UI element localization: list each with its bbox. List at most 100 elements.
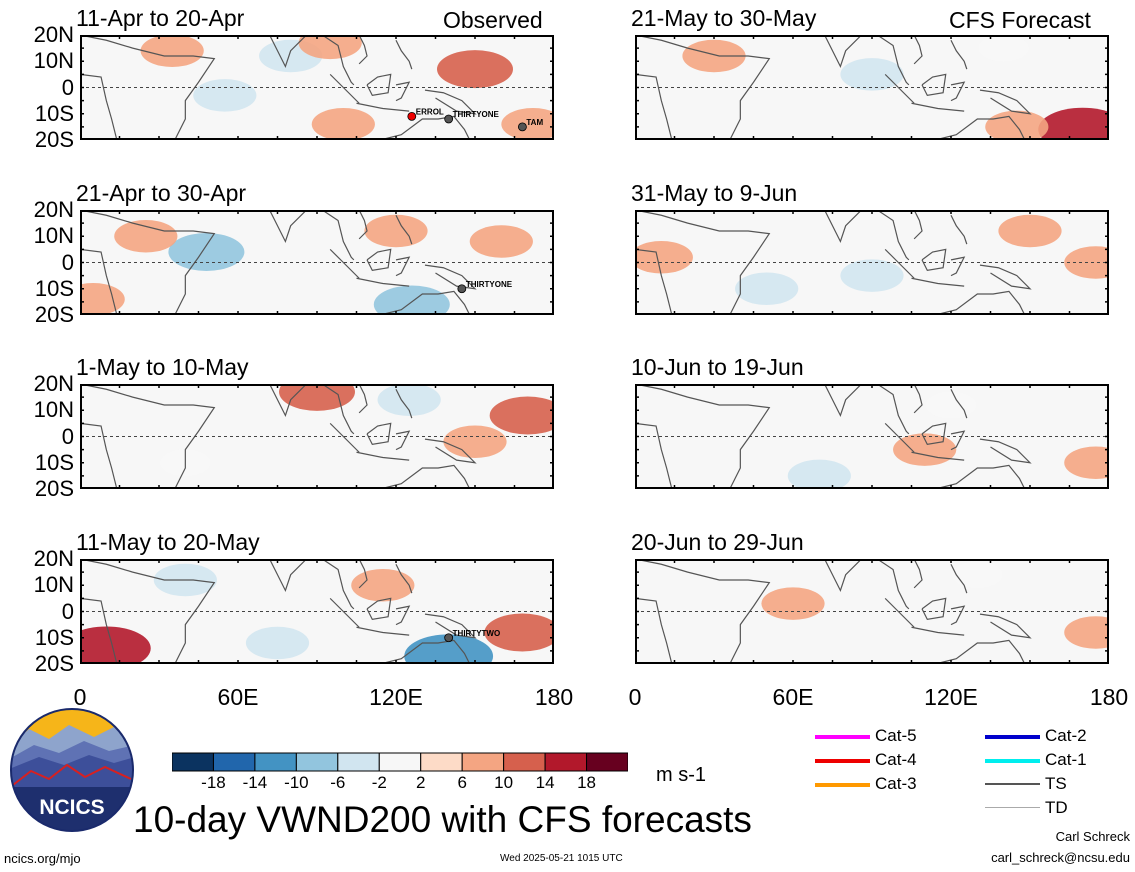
lat-tick-label: 20S bbox=[34, 651, 74, 676]
colorbar bbox=[172, 752, 628, 772]
coastline bbox=[395, 214, 413, 245]
coastline bbox=[782, 384, 863, 418]
coastline bbox=[227, 210, 308, 244]
colorbar-swatch bbox=[254, 752, 297, 772]
lon-tick-label: 180 bbox=[534, 684, 574, 710]
coastline bbox=[321, 559, 355, 610]
lon-tick-label: 0 bbox=[628, 684, 642, 710]
legend-swatch bbox=[985, 759, 1040, 763]
coastline bbox=[395, 430, 411, 451]
anomaly-region bbox=[364, 214, 428, 248]
coastline bbox=[424, 438, 477, 464]
legend-swatch bbox=[815, 735, 870, 739]
storm-marker bbox=[407, 111, 417, 121]
anomaly-region bbox=[311, 108, 375, 140]
colorbar-tick-label: -6 bbox=[330, 773, 346, 792]
coastline bbox=[884, 422, 915, 453]
anomaly-region bbox=[735, 272, 799, 305]
colorbar-tick-label: 6 bbox=[457, 773, 467, 792]
colorbar-tick-label: 14 bbox=[535, 773, 555, 792]
coastline bbox=[884, 248, 915, 279]
map-panel bbox=[635, 559, 1109, 664]
lat-tick-label: 20S bbox=[34, 127, 74, 152]
panel-title: 1-May to 10-May bbox=[76, 354, 249, 380]
coastline bbox=[80, 384, 216, 489]
anomaly-region bbox=[787, 459, 851, 489]
coastline bbox=[921, 597, 947, 621]
anomaly-region bbox=[279, 384, 355, 411]
coastline bbox=[950, 388, 968, 419]
forecast-label: CFS Forecast bbox=[949, 7, 1091, 33]
legend-swatch bbox=[985, 783, 1040, 785]
colorbar-swatch bbox=[172, 752, 214, 772]
coastline bbox=[80, 210, 216, 315]
coastline bbox=[366, 422, 392, 446]
coastline bbox=[935, 639, 1026, 664]
panel-title: 21-May to 30-May bbox=[631, 5, 817, 31]
coastline bbox=[884, 597, 915, 628]
anomaly-region bbox=[140, 35, 204, 67]
anomaly-region bbox=[443, 425, 507, 458]
panel-title: 10-Jun to 19-Jun bbox=[631, 354, 804, 380]
coastline bbox=[356, 451, 410, 461]
lat-tick-label: 20S bbox=[34, 476, 74, 501]
legend-label: Cat-5 bbox=[875, 726, 917, 745]
anomaly-region bbox=[377, 384, 441, 416]
colorbar-tick-label: -2 bbox=[371, 773, 387, 792]
legend-swatch bbox=[985, 807, 1040, 808]
map-panel: THIRTYTWO bbox=[80, 559, 554, 664]
coastline bbox=[424, 264, 477, 290]
coastline bbox=[358, 384, 368, 414]
coastline bbox=[913, 559, 923, 589]
coastline bbox=[935, 464, 1026, 489]
panel-title: 11-May to 20-May bbox=[76, 529, 260, 555]
lat-tick-label: 20N bbox=[33, 22, 74, 47]
map-panel: THIRTYONE bbox=[80, 210, 554, 315]
panel-title: 21-Apr to 30-Apr bbox=[76, 180, 247, 206]
coastline bbox=[979, 613, 1032, 639]
coastline bbox=[782, 210, 863, 244]
coastline bbox=[80, 597, 118, 664]
lon-tick-label: 120E bbox=[369, 684, 423, 710]
coastline bbox=[395, 563, 413, 594]
coastline bbox=[329, 422, 360, 453]
legend-label: Cat-1 bbox=[1045, 750, 1087, 769]
colorbar-swatch bbox=[420, 752, 463, 772]
panel-title: 31-May to 9-Jun bbox=[631, 180, 798, 206]
coastline bbox=[950, 256, 966, 277]
colorbar-tick-label: 18 bbox=[577, 773, 596, 792]
anomaly-region bbox=[840, 259, 904, 292]
anomaly-region bbox=[501, 108, 554, 140]
anomaly-region bbox=[351, 569, 415, 602]
lat-tick-label: 20N bbox=[33, 197, 74, 222]
coastline bbox=[80, 73, 118, 140]
anomaly-region bbox=[635, 241, 693, 274]
coastline bbox=[635, 559, 771, 664]
coastline bbox=[913, 384, 923, 414]
coastline bbox=[921, 248, 947, 272]
lat-tick-label: 0 bbox=[61, 423, 74, 449]
coastline bbox=[935, 115, 1026, 140]
timestamp-text: Wed 2025-05-21 1015 UTC bbox=[500, 853, 623, 864]
author-text: Carl Schreck bbox=[1055, 829, 1130, 844]
map-panel bbox=[635, 384, 1109, 489]
lat-tick-label: 0 bbox=[61, 249, 74, 275]
legend-label: Cat-3 bbox=[875, 774, 917, 793]
coastline bbox=[227, 35, 308, 69]
url-text: ncics.org/mjo bbox=[4, 851, 81, 866]
anomaly-region bbox=[193, 79, 257, 112]
coastline bbox=[366, 73, 392, 97]
coastline bbox=[635, 248, 673, 315]
anomaly-region bbox=[437, 50, 513, 89]
colorbar-swatch bbox=[544, 752, 588, 772]
anomaly-region bbox=[840, 58, 904, 91]
coastline bbox=[329, 248, 360, 279]
legend-swatch bbox=[815, 783, 870, 787]
coastline bbox=[227, 559, 308, 593]
coastline bbox=[913, 210, 923, 240]
lat-tick-label: 10S bbox=[34, 100, 74, 126]
storm-label: TAM bbox=[526, 118, 543, 127]
coastline bbox=[395, 388, 413, 419]
lon-tick-label: 120E bbox=[924, 684, 978, 710]
coastline bbox=[321, 210, 355, 261]
